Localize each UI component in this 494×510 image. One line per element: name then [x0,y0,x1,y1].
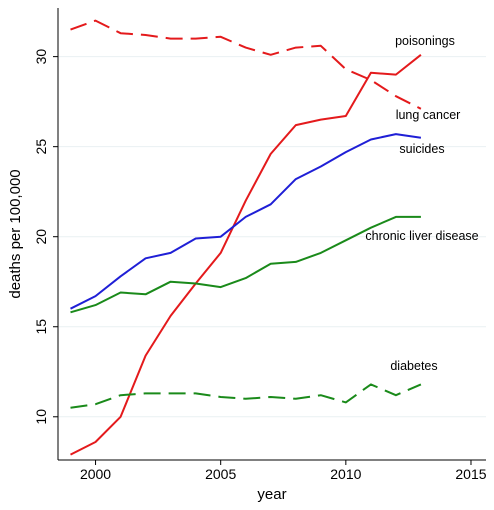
y-tick-label: 25 [33,139,49,155]
tick-labels: 10 15 20 25 30 2000 2005 2010 2015 [33,49,487,482]
series-label-lung-cancer: lung cancer [396,108,461,122]
series-line-suicides [70,133,422,310]
series-label-chronic-liver-disease: chronic liver disease [365,229,478,243]
x-tick-label: 2015 [455,466,486,482]
x-axis-label: year [257,486,286,503]
series-labels: poisonings lung cancer suicides chronic liv… [365,34,478,373]
x-tick-label: 2000 [80,466,111,482]
series-line-lung-cancer [70,19,422,110]
series-label-diabetes: diabetes [390,359,437,373]
y-tick-label: 10 [33,409,49,425]
y-axis-label: deaths per 100,000 [7,169,24,298]
grid-lines [58,56,486,418]
x-tick-label: 2005 [205,466,236,482]
x-tick-label: 2010 [330,466,361,482]
y-tick-label: 30 [33,49,49,65]
series-line-poisonings [70,54,422,456]
y-tick-label: 15 [33,319,49,335]
series-label-suicides: suicides [399,142,444,156]
series-line-diabetes [70,383,422,409]
series-label-poisonings: poisonings [395,34,455,48]
axes [53,8,486,465]
y-tick-label: 20 [33,229,49,245]
series-line-chronic-liver-disease [70,215,421,314]
series-lines [70,19,422,456]
